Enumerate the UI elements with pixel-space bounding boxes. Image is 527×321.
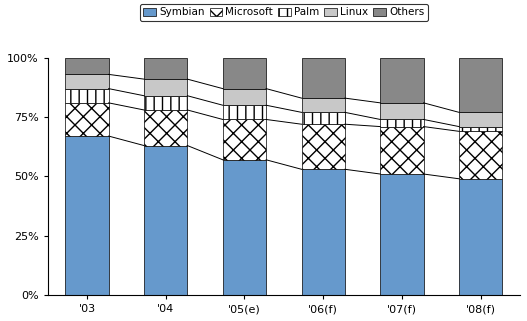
Bar [459, 112, 502, 126]
Bar [380, 103, 424, 119]
Bar [223, 160, 266, 295]
Bar [380, 126, 424, 174]
Bar [459, 131, 502, 179]
Bar [223, 119, 266, 160]
Bar [459, 58, 502, 112]
Bar [380, 174, 424, 295]
Bar [301, 98, 345, 112]
Bar [65, 58, 109, 74]
Bar [144, 79, 188, 96]
Bar [223, 58, 266, 89]
Bar [144, 96, 188, 110]
Bar [301, 58, 345, 98]
Bar [301, 112, 345, 124]
Bar [65, 103, 109, 136]
Bar [380, 119, 424, 126]
Bar [144, 145, 188, 295]
Bar [144, 110, 188, 145]
Bar [223, 105, 266, 119]
Bar [65, 74, 109, 89]
Bar [301, 124, 345, 169]
Legend: Symbian, Microsoft, Palm, Linux, Others: Symbian, Microsoft, Palm, Linux, Others [140, 4, 428, 21]
Bar [301, 169, 345, 295]
Bar [459, 179, 502, 295]
Bar [65, 89, 109, 103]
Bar [380, 58, 424, 103]
Bar [144, 58, 188, 79]
Bar [65, 136, 109, 295]
Bar [459, 126, 502, 131]
Bar [223, 89, 266, 105]
